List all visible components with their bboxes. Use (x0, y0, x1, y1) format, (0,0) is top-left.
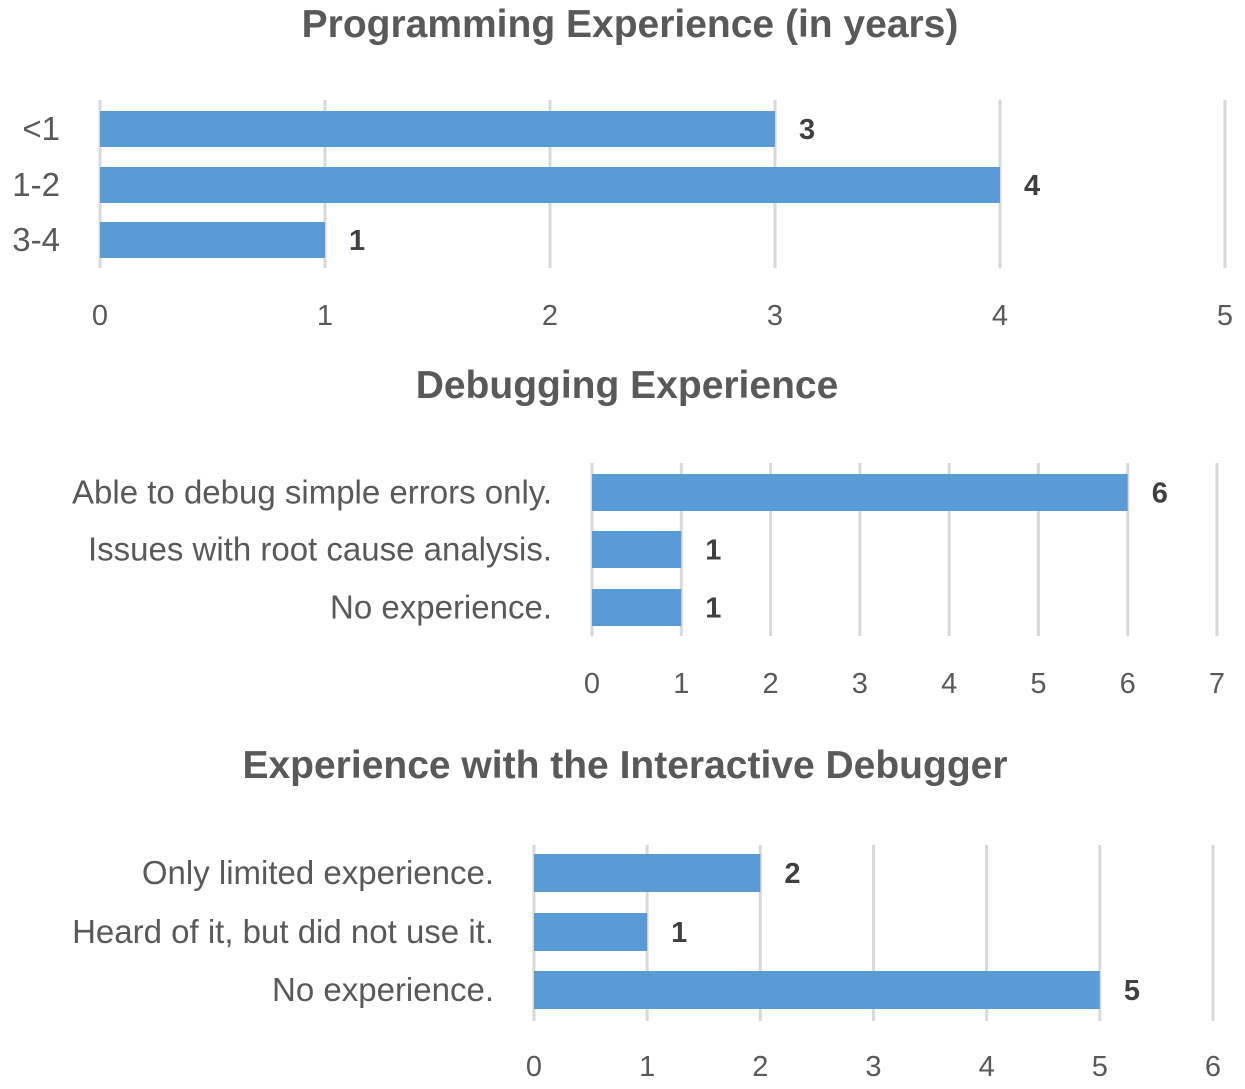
bar (100, 222, 325, 258)
data-label: 4 (1024, 170, 1040, 202)
category-label: No experience. (272, 971, 494, 1008)
data-label: 3 (799, 114, 815, 146)
chart-programming: Programming Experience (in years) 0 1 2 3 4 5 <… (12, 3, 1233, 332)
x-tick-label: 2 (763, 668, 779, 700)
data-label: 1 (705, 593, 721, 625)
category-label: Able to debug simple errors only. (72, 474, 552, 511)
x-tick-label: 6 (1120, 668, 1136, 700)
x-tick-label: 1 (673, 668, 689, 700)
category-label: <1 (22, 110, 60, 147)
chart-title: Debugging Experience (416, 364, 839, 407)
x-tick-label: 3 (767, 300, 783, 332)
bar (534, 971, 1100, 1009)
data-label: 2 (784, 858, 800, 890)
bar (592, 474, 1128, 511)
bar (592, 531, 682, 568)
chart-title: Experience with the Interactive Debugger (242, 744, 1007, 787)
bar (592, 589, 682, 626)
x-tick-label: 4 (941, 668, 957, 700)
chart-title: Programming Experience (in years) (302, 3, 959, 46)
x-tick-label: 1 (639, 1051, 655, 1083)
category-label: No experience. (330, 589, 552, 626)
x-tick-label: 4 (992, 300, 1008, 332)
bar (534, 854, 761, 892)
x-tick-label: 5 (1092, 1051, 1108, 1083)
data-label: 6 (1152, 478, 1168, 510)
x-tick-label: 3 (852, 668, 868, 700)
x-tick-label: 6 (1205, 1051, 1221, 1083)
category-label: Issues with root cause analysis. (88, 531, 552, 568)
x-tick-label: 0 (526, 1051, 542, 1083)
category-label: Heard of it, but did not use it. (72, 913, 494, 950)
bar (100, 111, 775, 147)
x-tick-label: 2 (542, 300, 558, 332)
x-tick-label: 0 (584, 668, 600, 700)
x-tick-label: 4 (979, 1051, 995, 1083)
x-tick-label: 5 (1217, 300, 1233, 332)
bar (534, 913, 648, 951)
category-label: Only limited experience. (142, 854, 494, 891)
x-tick-label: 5 (1030, 668, 1046, 700)
x-tick-label: 3 (865, 1051, 881, 1083)
chart-debugging: Debugging Experience 0 1 2 3 4 5 6 7 Able to debu… (72, 364, 1225, 700)
category-label: 3-4 (12, 221, 60, 258)
x-tick-label: 7 (1209, 668, 1225, 700)
data-label: 1 (705, 535, 721, 567)
category-label: 1-2 (12, 166, 60, 203)
chart-interactive-debugger: Experience with the Interactive Debugger… (72, 744, 1221, 1083)
data-label: 1 (349, 225, 365, 257)
data-label: 1 (671, 917, 687, 949)
x-tick-label: 1 (317, 300, 333, 332)
data-label: 5 (1124, 975, 1140, 1007)
x-tick-label: 2 (752, 1051, 768, 1083)
bar (100, 167, 1000, 203)
x-tick-label: 0 (92, 300, 108, 332)
